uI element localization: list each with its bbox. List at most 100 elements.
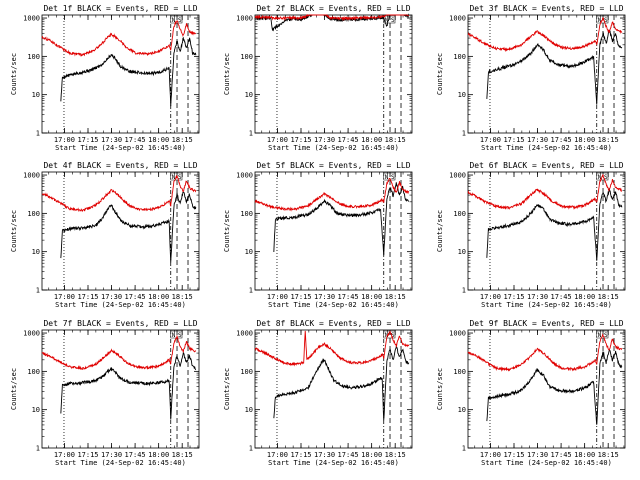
y-tick-label: 1 — [36, 130, 40, 138]
y-tick-label: 1000 — [449, 330, 466, 338]
marker-box — [596, 15, 609, 24]
marker-label: S — [178, 174, 182, 181]
x-tick-label: 18:00 — [361, 451, 382, 459]
x-tick-label: 17:30 — [314, 293, 335, 301]
y-tick-label: 1000 — [236, 172, 253, 180]
series-line — [486, 188, 623, 261]
marker-label: S — [391, 174, 395, 181]
chart-panel-8: Det 8f BLACK = Events, RED = LLD 1 10 100 10… — [223, 319, 413, 467]
x-tick-label: 17:30 — [101, 293, 122, 301]
y-tick-label: 10 — [32, 248, 40, 256]
y-axis-label: Counts/sec — [223, 368, 231, 410]
series-line — [254, 13, 410, 21]
x-tick-label: 18:15 — [598, 451, 619, 459]
marker-box — [383, 330, 396, 339]
y-axis-label: Counts/sec — [436, 210, 444, 252]
x-tick-label: 18:00 — [361, 136, 382, 144]
marker-label: S — [391, 17, 395, 24]
x-tick-label: 17:45 — [125, 293, 146, 301]
chart-panel-1: Det 1f BLACK = Events, RED = LLD 1 10 100 10… — [10, 4, 200, 152]
x-axis-label: Start Time (24-Sep-02 16:45:40) — [481, 459, 612, 467]
y-tick-label: 1 — [249, 130, 253, 138]
series-line — [467, 174, 622, 211]
y-tick-label: 100 — [453, 53, 466, 61]
chart-title: Det 7f BLACK = Events, RED = LLD — [43, 319, 197, 328]
y-axis-label: Counts/sec — [10, 368, 18, 410]
x-tick-label: 18:15 — [172, 293, 193, 301]
x-tick-label: 18:15 — [598, 293, 619, 301]
chart-title: Det 9f BLACK = Events, RED = LLD — [469, 319, 623, 328]
plot-frame — [254, 329, 413, 449]
x-tick-label: 17:00 — [267, 451, 288, 459]
marker-box — [383, 172, 396, 181]
x-tick-label: 17:15 — [290, 136, 311, 144]
x-axis-label: Start Time (24-Sep-02 16:45:40) — [55, 459, 186, 467]
chart-panel-4: Det 4f BLACK = Events, RED = LLD 1 10 100 10… — [10, 161, 200, 309]
y-tick-label: 10 — [458, 406, 466, 414]
plot-frame — [467, 329, 626, 449]
x-tick-label: 17:15 — [290, 293, 311, 301]
series-line — [41, 20, 197, 57]
plot-frame — [254, 171, 413, 291]
x-tick-label: 17:45 — [551, 136, 572, 144]
marker-label: S — [178, 17, 182, 24]
marker-label: N — [385, 17, 389, 24]
x-tick-label: 17:00 — [54, 293, 75, 301]
x-tick-label: 17:30 — [527, 451, 548, 459]
chart-panel-2: Det 2f BLACK = Events, RED = LLD 1 10 100 10… — [223, 4, 413, 152]
x-tick-label: 18:00 — [574, 293, 595, 301]
marker-label: S — [178, 332, 182, 339]
y-tick-label: 10 — [245, 406, 253, 414]
x-axis-label: Start Time (24-Sep-02 16:45:40) — [481, 301, 612, 309]
x-tick-label: 17:15 — [77, 451, 98, 459]
series-line — [60, 352, 197, 420]
marker-label: N — [172, 17, 176, 24]
y-tick-label: 100 — [27, 368, 40, 376]
chart-panel-3: Det 3f BLACK = Events, RED = LLD 1 10 100 10… — [436, 4, 626, 152]
marker-label: N — [598, 332, 602, 339]
x-tick-label: 18:15 — [385, 293, 406, 301]
y-tick-label: 100 — [240, 53, 253, 61]
x-tick-label: 17:00 — [267, 293, 288, 301]
series-line — [41, 175, 197, 213]
marker-label: N — [172, 332, 176, 339]
x-tick-label: 18:00 — [574, 451, 595, 459]
x-axis-label: Start Time (24-Sep-02 16:45:40) — [481, 144, 612, 152]
x-tick-label: 18:00 — [148, 451, 169, 459]
y-axis-label: Counts/sec — [223, 210, 231, 252]
marker-box — [596, 172, 609, 181]
x-tick-label: 18:00 — [148, 136, 169, 144]
y-tick-label: 1 — [462, 287, 466, 295]
y-tick-label: 10 — [458, 248, 466, 256]
y-axis-label: Counts/sec — [223, 53, 231, 95]
y-tick-label: 1 — [462, 130, 466, 138]
marker-label: N — [385, 332, 389, 339]
x-axis-label: Start Time (24-Sep-02 16:45:40) — [55, 301, 186, 309]
series-line — [273, 182, 410, 256]
x-tick-label: 18:15 — [172, 136, 193, 144]
y-tick-label: 1000 — [449, 15, 466, 23]
x-tick-label: 18:15 — [385, 451, 406, 459]
y-axis-label: Counts/sec — [436, 53, 444, 95]
series-line — [254, 13, 410, 32]
plot-frame — [467, 171, 626, 291]
x-tick-label: 17:30 — [527, 293, 548, 301]
x-tick-label: 17:15 — [77, 136, 98, 144]
y-tick-label: 100 — [453, 368, 466, 376]
series-line — [467, 17, 623, 53]
x-tick-label: 17:00 — [267, 136, 288, 144]
x-axis-label: Start Time (24-Sep-02 16:45:40) — [55, 144, 186, 152]
x-tick-label: 17:45 — [338, 451, 359, 459]
chart-panel-9: Det 9f BLACK = Events, RED = LLD 1 10 100 10… — [436, 319, 626, 467]
x-tick-label: 18:00 — [148, 293, 169, 301]
marker-label: N — [172, 174, 176, 181]
x-tick-label: 17:45 — [551, 451, 572, 459]
chart-panel-6: Det 6f BLACK = Events, RED = LLD 1 10 100 10… — [436, 161, 626, 309]
x-tick-label: 17:15 — [503, 136, 524, 144]
x-tick-label: 17:00 — [54, 136, 75, 144]
x-tick-label: 17:45 — [338, 136, 359, 144]
chart-panel-5: Det 5f BLACK = Events, RED = LLD 1 10 100 10… — [223, 161, 413, 309]
series-line — [41, 334, 197, 370]
